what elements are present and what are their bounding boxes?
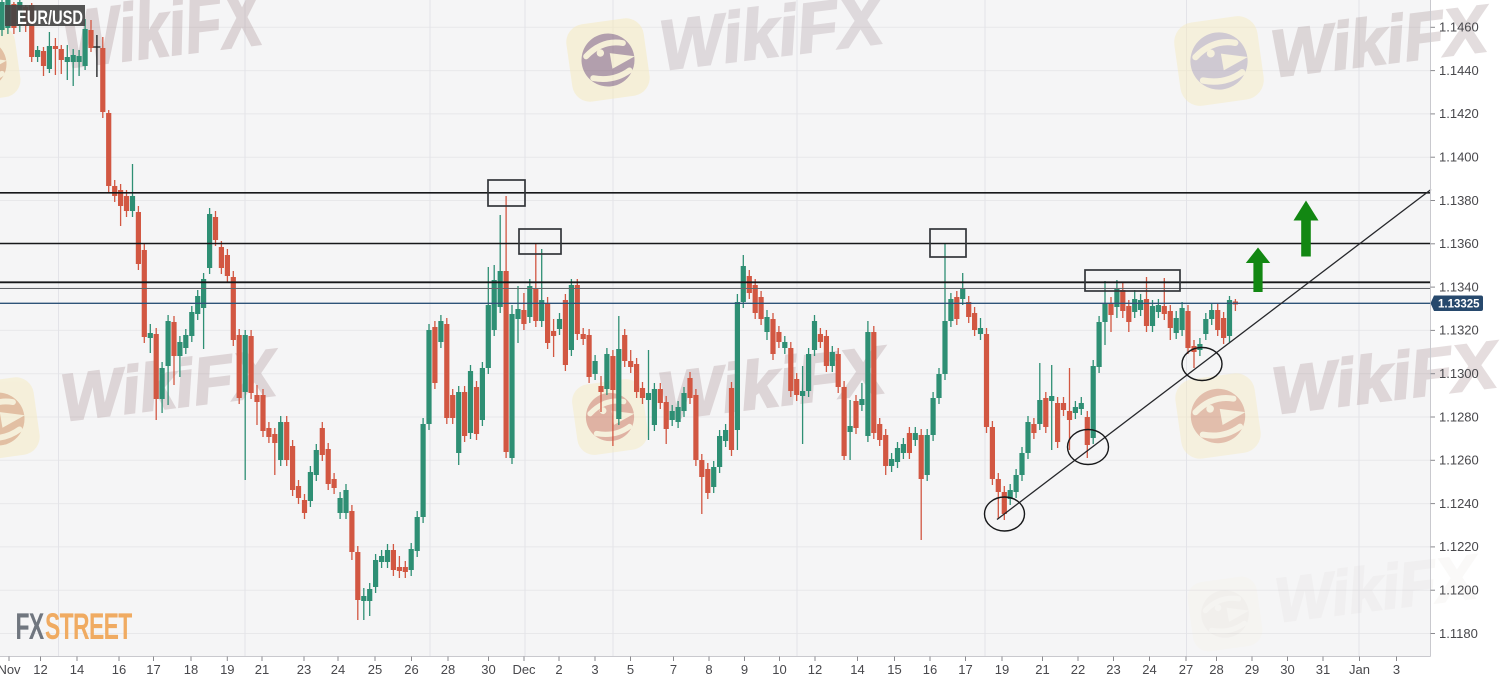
svg-text:16: 16 — [112, 662, 126, 677]
svg-text:1.1260: 1.1260 — [1439, 453, 1479, 468]
svg-text:1.1320: 1.1320 — [1439, 323, 1479, 338]
svg-text:17: 17 — [146, 662, 160, 677]
svg-text:30: 30 — [481, 662, 495, 677]
svg-text:25: 25 — [368, 662, 382, 677]
svg-text:22: 22 — [1071, 662, 1085, 677]
svg-text:12: 12 — [33, 662, 47, 677]
svg-text:1.13325: 1.13325 — [1438, 299, 1480, 311]
svg-text:5: 5 — [627, 662, 634, 677]
svg-text:7: 7 — [670, 662, 677, 677]
svg-text:1.1400: 1.1400 — [1439, 150, 1479, 165]
svg-text:STREET: STREET — [45, 605, 132, 647]
svg-text:1.1240: 1.1240 — [1439, 496, 1479, 511]
svg-text:23: 23 — [297, 662, 311, 677]
svg-text:1.1180: 1.1180 — [1439, 626, 1478, 641]
svg-text:Dec: Dec — [512, 662, 536, 677]
svg-text:29: 29 — [1245, 662, 1259, 677]
svg-text:1.1340: 1.1340 — [1439, 279, 1479, 294]
svg-text:2: 2 — [555, 662, 562, 677]
svg-text:12: 12 — [808, 662, 822, 677]
svg-text:28: 28 — [441, 662, 455, 677]
svg-text:19: 19 — [220, 662, 234, 677]
svg-text:1.1200: 1.1200 — [1439, 583, 1479, 598]
svg-text:23: 23 — [1106, 662, 1120, 677]
svg-text:3: 3 — [1393, 662, 1400, 677]
svg-text:17: 17 — [958, 662, 972, 677]
svg-text:28: 28 — [1209, 662, 1223, 677]
svg-text:21: 21 — [1035, 662, 1049, 677]
svg-text:18: 18 — [184, 662, 198, 677]
svg-text:1.1440: 1.1440 — [1439, 63, 1479, 78]
svg-text:27: 27 — [1179, 662, 1193, 677]
svg-text:1.1380: 1.1380 — [1439, 193, 1479, 208]
svg-text:26: 26 — [404, 662, 418, 677]
svg-text:24: 24 — [331, 662, 345, 677]
svg-text:10: 10 — [772, 662, 786, 677]
svg-text:EUR/USD: EUR/USD — [17, 7, 83, 29]
svg-text:3: 3 — [591, 662, 598, 677]
svg-text:1.1280: 1.1280 — [1439, 409, 1479, 424]
svg-text:14: 14 — [70, 662, 84, 677]
svg-text:Jan: Jan — [1349, 662, 1370, 677]
svg-text:21: 21 — [255, 662, 269, 677]
svg-text:1.1360: 1.1360 — [1439, 236, 1479, 251]
svg-text:14: 14 — [850, 662, 864, 677]
svg-text:8: 8 — [705, 662, 712, 677]
svg-text:16: 16 — [923, 662, 937, 677]
svg-text:24: 24 — [1142, 662, 1156, 677]
svg-text:FX: FX — [16, 605, 45, 647]
svg-text:31: 31 — [1316, 662, 1330, 677]
svg-text:30: 30 — [1280, 662, 1294, 677]
svg-text:19: 19 — [995, 662, 1009, 677]
svg-text:1.1420: 1.1420 — [1439, 106, 1479, 121]
svg-text:1.1460: 1.1460 — [1439, 20, 1479, 35]
svg-text:9: 9 — [741, 662, 748, 677]
svg-text:1.1300: 1.1300 — [1439, 366, 1479, 381]
svg-text:Nov: Nov — [0, 662, 21, 677]
svg-text:15: 15 — [887, 662, 901, 677]
svg-text:1.1220: 1.1220 — [1439, 539, 1479, 554]
